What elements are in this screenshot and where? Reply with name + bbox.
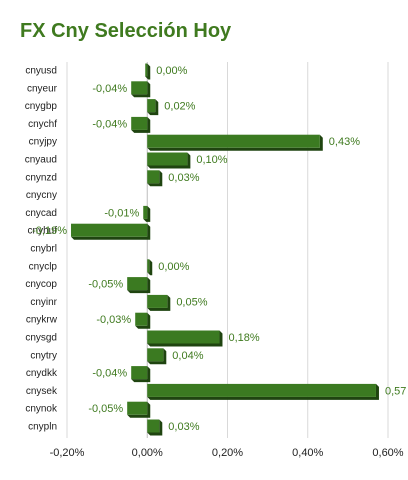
category-label: cnyaud <box>25 155 57 166</box>
bar <box>147 152 188 166</box>
bar <box>147 330 220 344</box>
category-labels: cnyusd cnyeur cnygbp cnychf cnyjpy cnyaud cnyn… <box>25 66 58 433</box>
x-tick-label: -0,20% <box>50 447 85 459</box>
data-label: -0,05% <box>88 279 123 291</box>
tick-labels: -0,20% 0,00% 0,20% 0,40% 0,60% <box>50 447 404 459</box>
bar <box>143 205 148 219</box>
bar-shadow <box>147 330 223 347</box>
data-label: 0,18% <box>228 332 259 344</box>
data-label: 0,43% <box>329 136 360 148</box>
bar-shadow <box>145 63 151 80</box>
bar <box>147 99 156 113</box>
category-label: cnykrw <box>26 315 58 326</box>
data-label: 0,05% <box>176 296 207 308</box>
x-tick-label: 0,20% <box>212 447 243 459</box>
bar <box>71 223 148 237</box>
bar-shadow <box>135 312 151 329</box>
category-label: cnysek <box>26 386 58 397</box>
category-label: cnyhuf <box>28 226 58 237</box>
category-label: cnypln <box>28 422 57 433</box>
bar <box>131 81 148 95</box>
bar <box>147 170 160 184</box>
bar-shadow <box>147 383 379 400</box>
category-label: cnytry <box>30 350 57 361</box>
data-label: 0,10% <box>196 154 227 166</box>
data-label: 0,57 <box>385 385 406 397</box>
bar <box>147 134 320 148</box>
x-tick-label: 0,60% <box>372 447 403 459</box>
bar-shadow <box>147 294 171 311</box>
bar-shadow <box>147 348 167 365</box>
category-label: cnycad <box>25 208 57 219</box>
data-labels: 0,00% -0,04% 0,02% -0,04% 0,43% 0,10% 0,03% -0,… <box>32 65 406 433</box>
bar-shadow <box>147 99 159 116</box>
bar <box>147 419 160 433</box>
x-tick-label: 0,40% <box>292 447 323 459</box>
bar-shadow <box>147 134 323 151</box>
bar <box>147 383 376 397</box>
category-label: cnyjpy <box>29 137 57 148</box>
data-label: -0,04% <box>92 368 127 380</box>
bar <box>145 63 148 77</box>
bar <box>131 116 148 130</box>
data-label: 0,02% <box>164 101 195 113</box>
bar-shadow <box>127 277 151 294</box>
bar-shadow <box>71 223 151 240</box>
category-label: cnycny <box>26 190 57 201</box>
bar <box>135 312 148 326</box>
bar-shadow <box>143 205 151 222</box>
data-label: -0,04% <box>92 118 127 130</box>
data-label: 0,00% <box>156 65 187 77</box>
bar <box>147 348 164 362</box>
category-label: cnygbp <box>25 101 58 112</box>
data-label: 0,00% <box>158 261 189 273</box>
data-label: 0,03% <box>168 172 199 184</box>
chart-title: FX Cny Selección Hoy <box>20 20 232 42</box>
category-label: cnybrl <box>30 244 57 255</box>
data-label: -0,01% <box>104 207 139 219</box>
bar-shadow <box>147 170 163 187</box>
category-label: cnychf <box>28 119 57 130</box>
data-label: -0,03% <box>96 314 131 326</box>
bar-shadow <box>127 401 151 418</box>
category-label: cnyclp <box>29 261 58 272</box>
bar <box>147 294 168 308</box>
bar-shadow <box>131 81 151 98</box>
bar <box>131 366 148 380</box>
category-label: cnyusd <box>25 66 57 77</box>
category-label: cnynok <box>25 404 58 415</box>
bar-shadow <box>147 259 153 276</box>
bar-shadow <box>147 419 163 436</box>
data-label: 0,03% <box>168 421 199 433</box>
bar-shadow <box>131 366 151 383</box>
data-label: -0,05% <box>88 403 123 415</box>
category-label: cnynzd <box>25 172 57 183</box>
data-label: -0,19% <box>32 225 67 237</box>
x-tick-label: 0,00% <box>132 447 163 459</box>
bar <box>147 259 150 273</box>
bar-shadow <box>131 116 151 133</box>
bar <box>127 401 148 415</box>
bars <box>71 63 379 436</box>
category-label: cnyinr <box>30 297 57 308</box>
bar <box>127 277 148 291</box>
category-label: cnysgd <box>25 333 57 344</box>
bar-shadow <box>147 152 191 169</box>
category-label: cnyeur <box>27 83 58 94</box>
category-label: cnycop <box>25 279 57 290</box>
grid-lines <box>66 62 389 438</box>
category-label: cnydkk <box>26 368 58 379</box>
data-label: -0,04% <box>92 83 127 95</box>
data-label: 0,04% <box>172 350 203 362</box>
